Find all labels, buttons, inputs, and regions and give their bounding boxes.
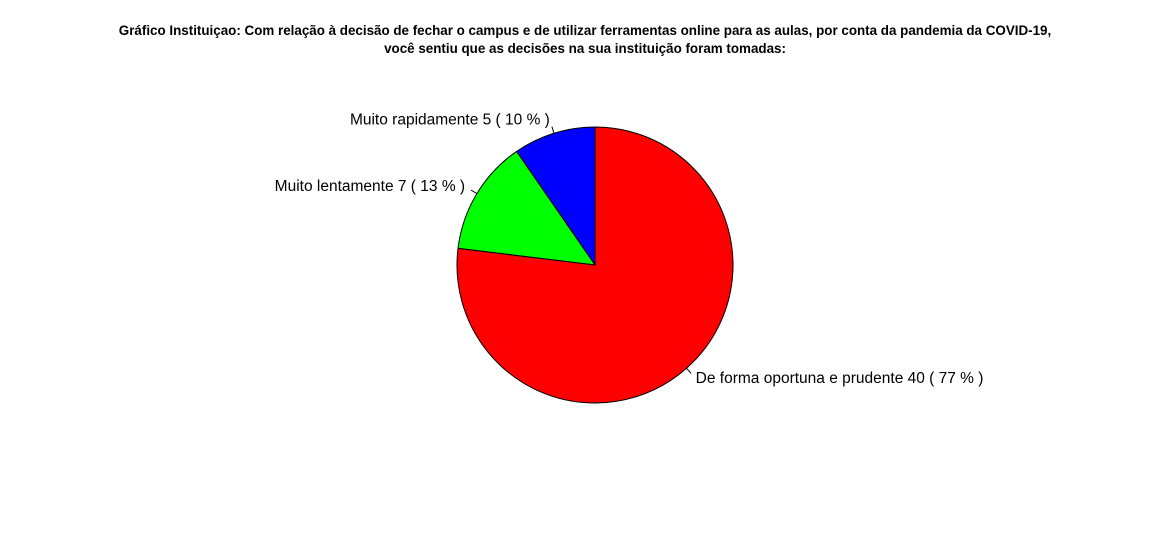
pie-label-tick-1 bbox=[470, 189, 478, 195]
chart-title-line-2: você sentiu que as decisões na sua insti… bbox=[384, 41, 786, 56]
pie-slice-label-0: Muito rapidamente 5 ( 10 % ) bbox=[350, 112, 550, 129]
pie-slice-label-2: De forma oportuna e prudente 40 ( 77 % ) bbox=[696, 370, 984, 387]
pie-slice-0 bbox=[515, 126, 596, 267]
chart-title: Gráfico Instituiçao: Com relação à decis… bbox=[0, 22, 1150, 58]
chart-title-line-1: Gráfico Instituiçao: Com relação à decis… bbox=[118, 23, 1052, 38]
pie-label-tick-0 bbox=[551, 126, 555, 134]
pie-slice-2 bbox=[456, 126, 734, 404]
pie-slice-label-1: Muito lentamente 7 ( 13 % ) bbox=[275, 178, 465, 195]
pie-label-tick-2 bbox=[686, 367, 692, 374]
